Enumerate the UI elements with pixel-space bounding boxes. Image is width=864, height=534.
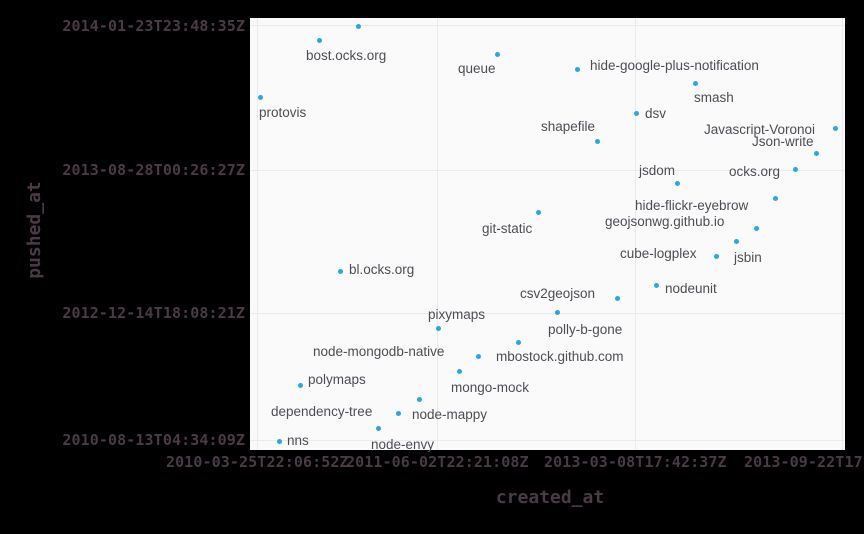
point-label: git-static bbox=[482, 221, 533, 236]
data-point bbox=[653, 282, 659, 288]
x-tick-label: 2013-09-22T17 bbox=[744, 453, 863, 471]
point-label: shapefile bbox=[541, 119, 596, 134]
data-point bbox=[813, 150, 819, 156]
gridline-horizontal bbox=[250, 170, 845, 171]
point-label: node-mongodb-native bbox=[313, 344, 445, 359]
data-point bbox=[375, 425, 381, 431]
plot-area: bost.ocks.org protovis queue hide-google-pl… bbox=[250, 18, 845, 452]
point-label: queue bbox=[458, 61, 496, 76]
data-point bbox=[316, 37, 322, 43]
y-tick-label: 2010-08-13T04:34:09Z bbox=[62, 431, 245, 449]
point-label: geojsonwg.github.io bbox=[605, 214, 725, 229]
data-point bbox=[554, 309, 560, 315]
y-axis-title: pushed_at bbox=[24, 181, 45, 279]
point-label: Json-write bbox=[752, 134, 814, 149]
data-point bbox=[435, 325, 441, 331]
data-point bbox=[674, 180, 680, 186]
x-tick-label: 2010-03-25T22:06:52Z bbox=[166, 453, 349, 471]
point-label: hide-flickr-eyebrow bbox=[635, 198, 749, 213]
point-label: pixymaps bbox=[428, 307, 486, 322]
point-label: jsbin bbox=[734, 250, 762, 265]
point-label: Javascript-Voronoi bbox=[704, 122, 816, 137]
gridline-horizontal bbox=[250, 313, 845, 314]
gridline-horizontal bbox=[250, 440, 845, 441]
point-label: smash bbox=[694, 90, 734, 105]
gridline-vertical bbox=[257, 18, 258, 450]
data-point bbox=[614, 295, 620, 301]
data-point bbox=[494, 51, 500, 57]
gridline-vertical bbox=[842, 18, 843, 450]
gridline-horizontal bbox=[250, 25, 845, 26]
data-point bbox=[574, 66, 580, 72]
point-label: polymaps bbox=[308, 372, 366, 387]
data-point bbox=[355, 23, 361, 29]
data-point bbox=[832, 125, 838, 131]
data-point bbox=[276, 438, 282, 444]
point-label: mongo-mock bbox=[451, 380, 530, 395]
data-point bbox=[515, 339, 521, 345]
y-tick-label: 2013-08-28T00:26:27Z bbox=[62, 161, 245, 179]
data-point bbox=[733, 238, 739, 244]
data-point bbox=[337, 268, 343, 274]
point-label: mbostock.github.com bbox=[496, 349, 624, 364]
point-label: polly-b-gone bbox=[548, 322, 623, 337]
point-label: bost.ocks.org bbox=[306, 48, 387, 63]
point-label: ocks.org bbox=[729, 164, 781, 179]
data-point bbox=[395, 410, 401, 416]
data-point bbox=[633, 110, 639, 116]
data-point bbox=[257, 94, 263, 100]
x-tick-label: 2013-03-08T17:42:37Z bbox=[544, 453, 727, 471]
point-label: hide-google-plus-notification bbox=[590, 58, 759, 73]
point-label: node-envy bbox=[371, 437, 435, 452]
point-label: dsv bbox=[645, 106, 667, 121]
data-point bbox=[753, 225, 759, 231]
x-axis-title: created_at bbox=[495, 487, 605, 508]
data-point bbox=[416, 396, 422, 402]
data-point bbox=[772, 195, 778, 201]
data-point bbox=[692, 80, 698, 86]
data-point bbox=[713, 253, 719, 259]
data-point bbox=[594, 138, 600, 144]
point-label: node-mappy bbox=[412, 407, 488, 422]
data-point bbox=[475, 353, 481, 359]
point-label: csv2geojson bbox=[520, 286, 596, 301]
data-point bbox=[535, 209, 541, 215]
point-label: dependency-tree bbox=[271, 404, 373, 419]
data-point bbox=[792, 166, 798, 172]
point-label: nns bbox=[287, 433, 309, 448]
gridline-vertical bbox=[437, 18, 438, 450]
y-tick-label: 2014-01-23T23:48:35Z bbox=[62, 17, 245, 35]
point-label: bl.ocks.org bbox=[349, 262, 415, 277]
data-point bbox=[456, 368, 462, 374]
data-point bbox=[297, 382, 303, 388]
x-tick-label: 2011-06-02T22:21:08Z bbox=[346, 453, 529, 471]
point-label: jsdom bbox=[639, 163, 676, 178]
y-tick-label: 2012-12-14T18:08:21Z bbox=[62, 304, 245, 322]
point-label: cube-logplex bbox=[620, 246, 697, 261]
gridline-vertical bbox=[635, 18, 636, 450]
point-label: nodeunit bbox=[665, 281, 717, 296]
point-label: protovis bbox=[259, 105, 307, 120]
